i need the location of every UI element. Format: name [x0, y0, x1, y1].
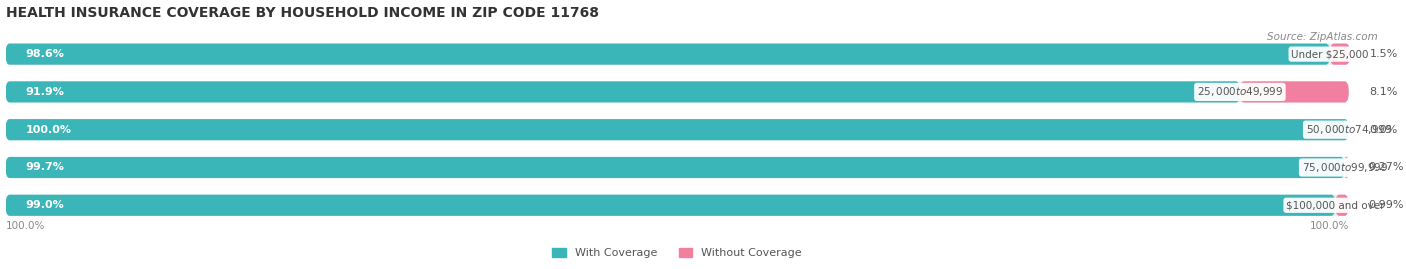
FancyBboxPatch shape — [6, 44, 1348, 65]
Text: 100.0%: 100.0% — [1309, 221, 1348, 231]
Text: Under $25,000: Under $25,000 — [1291, 49, 1368, 59]
Text: $75,000 to $99,999: $75,000 to $99,999 — [1302, 161, 1388, 174]
Text: $100,000 and over: $100,000 and over — [1286, 200, 1385, 210]
Text: 98.6%: 98.6% — [25, 49, 65, 59]
Legend: With Coverage, Without Coverage: With Coverage, Without Coverage — [548, 243, 807, 263]
Text: 99.7%: 99.7% — [25, 162, 65, 172]
Text: HEALTH INSURANCE COVERAGE BY HOUSEHOLD INCOME IN ZIP CODE 11768: HEALTH INSURANCE COVERAGE BY HOUSEHOLD I… — [6, 6, 599, 20]
Text: 91.9%: 91.9% — [25, 87, 65, 97]
Text: 100.0%: 100.0% — [6, 221, 45, 231]
FancyBboxPatch shape — [6, 157, 1344, 178]
Text: 0.0%: 0.0% — [1369, 125, 1398, 135]
Text: $25,000 to $49,999: $25,000 to $49,999 — [1197, 85, 1284, 98]
FancyBboxPatch shape — [6, 44, 1330, 65]
Text: $50,000 to $74,999: $50,000 to $74,999 — [1306, 123, 1392, 136]
Text: Source: ZipAtlas.com: Source: ZipAtlas.com — [1267, 32, 1378, 42]
FancyBboxPatch shape — [6, 195, 1336, 216]
Text: 0.99%: 0.99% — [1368, 200, 1405, 210]
FancyBboxPatch shape — [1344, 157, 1348, 178]
Text: 100.0%: 100.0% — [25, 125, 72, 135]
Text: 99.0%: 99.0% — [25, 200, 65, 210]
Text: 0.27%: 0.27% — [1368, 162, 1405, 172]
FancyBboxPatch shape — [1240, 81, 1348, 102]
FancyBboxPatch shape — [1336, 195, 1348, 216]
FancyBboxPatch shape — [1330, 44, 1350, 65]
Text: 8.1%: 8.1% — [1369, 87, 1398, 97]
FancyBboxPatch shape — [6, 119, 1348, 140]
FancyBboxPatch shape — [6, 81, 1348, 102]
FancyBboxPatch shape — [6, 81, 1240, 102]
FancyBboxPatch shape — [6, 157, 1348, 178]
FancyBboxPatch shape — [6, 195, 1348, 216]
FancyBboxPatch shape — [6, 119, 1348, 140]
Text: 1.5%: 1.5% — [1371, 49, 1399, 59]
